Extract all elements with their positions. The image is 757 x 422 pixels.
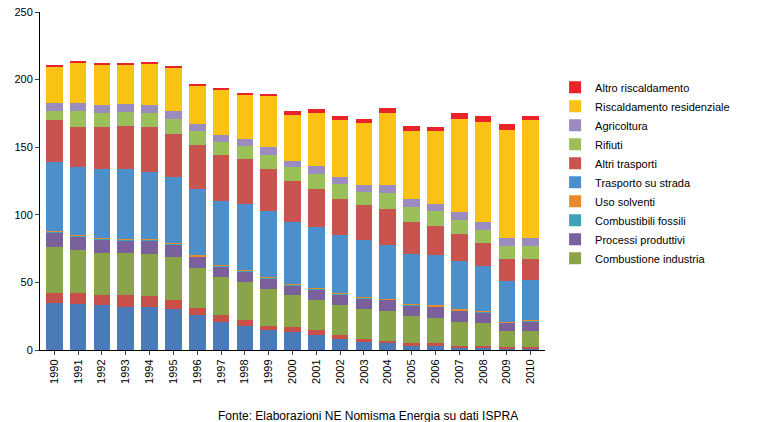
svg-text:Altri trasporti: Altri trasporti [595, 158, 657, 170]
svg-text:2010: 2010 [524, 359, 536, 383]
svg-text:200: 200 [14, 73, 32, 85]
svg-text:2003: 2003 [358, 359, 370, 383]
svg-text:1998: 1998 [238, 359, 250, 383]
svg-text:2001: 2001 [310, 359, 322, 383]
svg-text:2009: 2009 [500, 359, 512, 383]
svg-text:1997: 1997 [215, 359, 227, 383]
svg-text:1994: 1994 [143, 359, 155, 383]
svg-text:Agricoltura: Agricoltura [595, 120, 648, 132]
svg-text:Altro riscaldamento: Altro riscaldamento [595, 82, 689, 94]
svg-text:2005: 2005 [405, 359, 417, 383]
svg-text:50: 50 [21, 276, 33, 288]
svg-text:1996: 1996 [191, 359, 203, 383]
svg-text:2007: 2007 [453, 359, 465, 383]
svg-text:1992: 1992 [96, 359, 108, 383]
svg-text:1991: 1991 [72, 359, 84, 383]
svg-text:2004: 2004 [381, 359, 393, 383]
svg-text:Fonte: Elaborazioni NE Nomisma: Fonte: Elaborazioni NE Nomisma Energia s… [218, 409, 518, 422]
svg-text:Trasporto su strada: Trasporto su strada [595, 177, 691, 189]
svg-text:150: 150 [14, 141, 32, 153]
svg-text:1999: 1999 [262, 359, 274, 383]
svg-text:Uso solventi: Uso solventi [595, 196, 655, 208]
svg-text:Rifiuti: Rifiuti [595, 139, 623, 151]
svg-text:Combustione industria: Combustione industria [595, 253, 705, 265]
svg-text:Combustibili fossili: Combustibili fossili [595, 215, 685, 227]
svg-text:1995: 1995 [167, 359, 179, 383]
svg-text:2008: 2008 [477, 359, 489, 383]
svg-text:1990: 1990 [48, 359, 60, 383]
svg-text:Riscaldamento residenziale: Riscaldamento residenziale [595, 101, 730, 113]
svg-text:2000: 2000 [286, 359, 298, 383]
svg-text:2006: 2006 [429, 359, 441, 383]
svg-text:1993: 1993 [119, 359, 131, 383]
svg-text:0: 0 [27, 344, 33, 356]
svg-text:250: 250 [14, 6, 32, 18]
svg-text:Processi produttivi: Processi produttivi [595, 234, 685, 246]
svg-text:100: 100 [14, 209, 32, 221]
svg-text:2002: 2002 [334, 359, 346, 383]
